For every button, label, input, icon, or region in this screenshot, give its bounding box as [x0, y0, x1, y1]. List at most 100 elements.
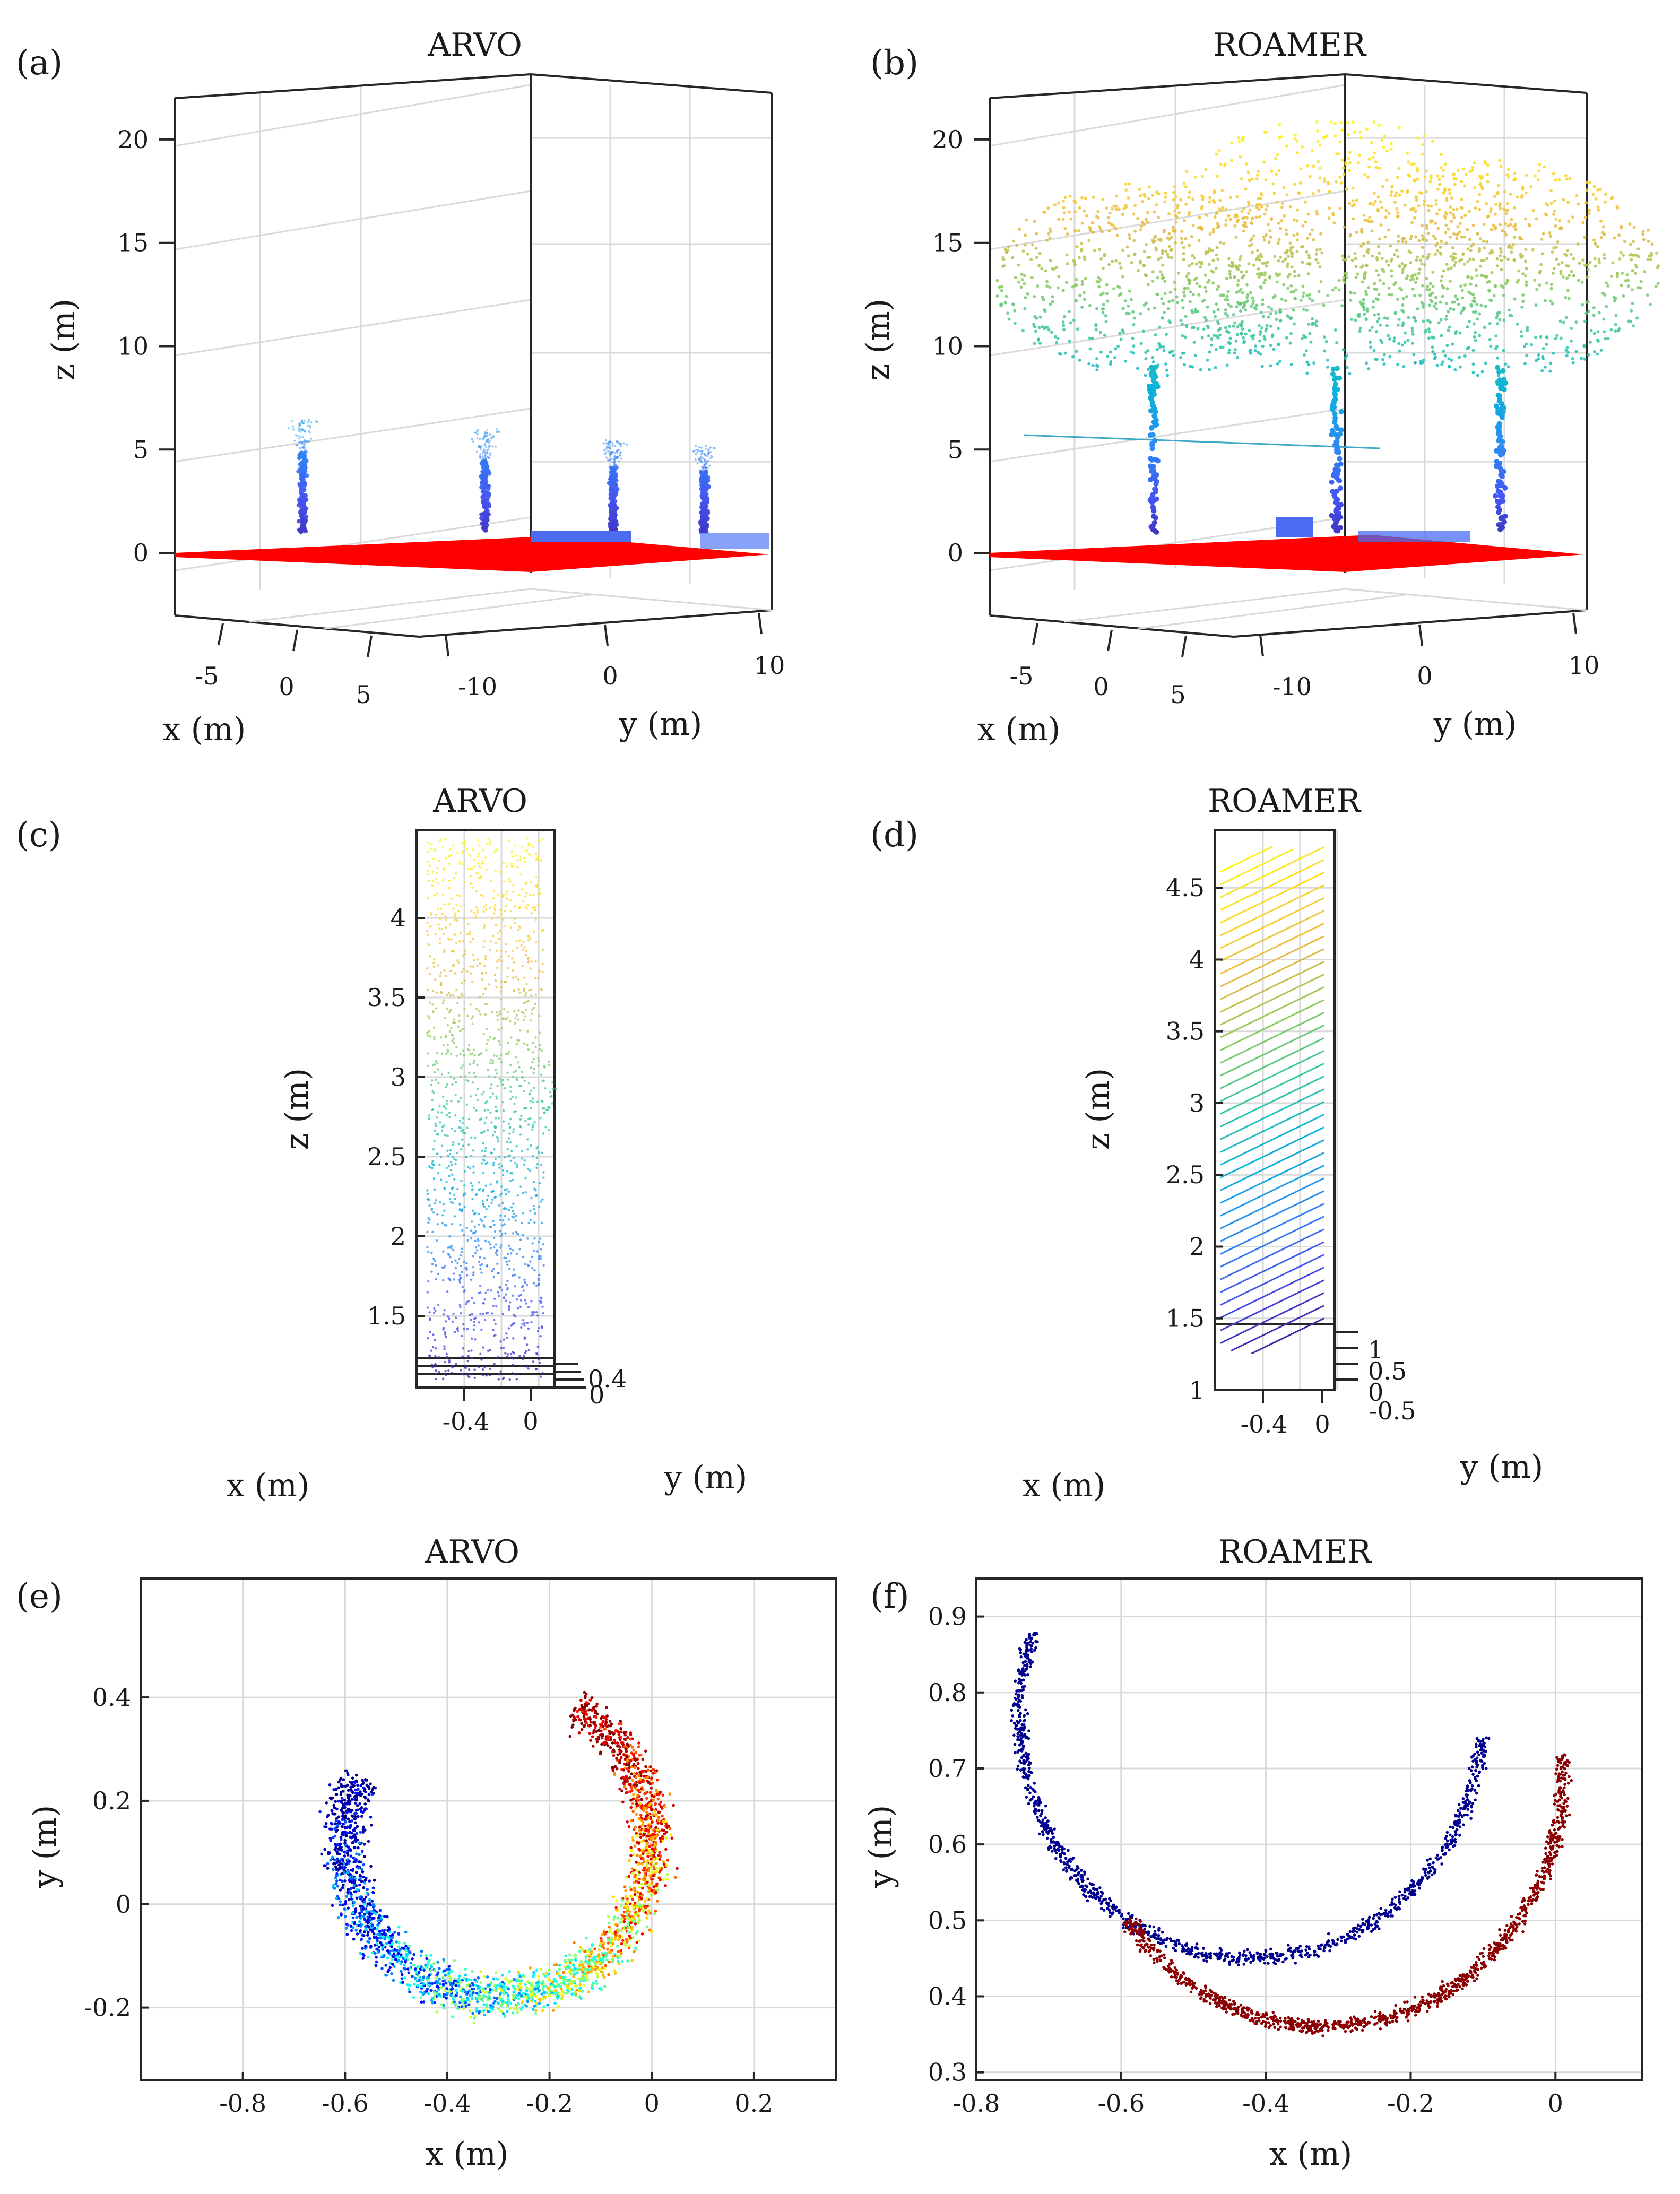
point [1449, 307, 1452, 310]
point [426, 988, 429, 991]
point [529, 967, 532, 970]
point [1453, 183, 1457, 186]
point [1322, 179, 1326, 183]
point [1582, 345, 1586, 349]
point [1225, 363, 1229, 367]
point [1437, 178, 1441, 181]
point [442, 1250, 445, 1253]
point [1524, 259, 1528, 263]
point [1401, 303, 1405, 307]
point [1144, 357, 1148, 361]
point [1130, 261, 1133, 264]
point [1389, 244, 1392, 248]
point [1219, 162, 1223, 166]
point [495, 1243, 497, 1246]
point [506, 1252, 509, 1255]
point [1263, 271, 1267, 275]
point [519, 873, 522, 876]
point [1236, 333, 1240, 336]
point [1353, 291, 1356, 295]
point [1655, 251, 1658, 255]
point [1045, 284, 1049, 288]
point [544, 1126, 547, 1129]
point [462, 940, 465, 942]
point [1302, 307, 1306, 311]
point [1485, 215, 1489, 219]
point [1072, 318, 1076, 322]
point [456, 1151, 458, 1155]
point [475, 890, 478, 892]
point [440, 927, 443, 931]
point [1423, 199, 1426, 203]
point [1209, 343, 1213, 347]
point [529, 937, 532, 940]
point [1375, 358, 1379, 361]
point [1236, 283, 1240, 287]
point [1208, 232, 1212, 236]
point [476, 958, 479, 961]
point [1299, 167, 1303, 171]
point [1162, 302, 1165, 306]
point [1118, 293, 1121, 297]
point [516, 1163, 519, 1166]
point [1276, 362, 1279, 366]
point [1265, 130, 1268, 134]
point [1323, 349, 1327, 353]
point [1167, 255, 1171, 259]
point [443, 969, 446, 972]
point [1184, 237, 1188, 240]
point [1269, 218, 1273, 221]
point [519, 1238, 522, 1241]
point [452, 877, 455, 879]
point [1421, 246, 1424, 249]
point [438, 1371, 440, 1374]
point [497, 1295, 500, 1297]
point [498, 1163, 501, 1166]
point [530, 1012, 533, 1015]
point [1592, 306, 1596, 310]
point [483, 1122, 486, 1125]
point [1240, 177, 1243, 181]
point [474, 1246, 478, 1249]
point [1362, 242, 1365, 246]
point [436, 866, 439, 870]
point [607, 445, 610, 448]
point [1041, 296, 1044, 299]
point [542, 1176, 545, 1179]
point [1104, 320, 1108, 324]
point [304, 529, 308, 534]
point [1260, 326, 1264, 330]
point [537, 858, 540, 861]
point [1061, 218, 1065, 221]
point [1424, 190, 1428, 194]
point [454, 1114, 457, 1117]
point [1261, 315, 1265, 318]
point [1452, 252, 1456, 255]
point [518, 939, 521, 942]
point [508, 1208, 510, 1211]
point [447, 1155, 449, 1157]
point [1533, 278, 1537, 282]
point [488, 949, 491, 951]
point [1484, 305, 1487, 308]
point [1434, 296, 1438, 299]
point [1428, 320, 1432, 324]
point [1237, 136, 1241, 140]
point [1309, 340, 1313, 344]
point [1286, 287, 1290, 290]
point [465, 1356, 467, 1359]
point [449, 1053, 453, 1056]
point [1449, 235, 1452, 239]
point [1381, 185, 1384, 188]
point [494, 979, 497, 982]
point [1062, 324, 1066, 327]
point [1279, 319, 1283, 323]
point [1073, 263, 1077, 266]
point [1452, 308, 1456, 311]
point [1354, 318, 1357, 322]
point [445, 1086, 448, 1088]
point [475, 1249, 479, 1252]
point [482, 438, 484, 440]
point [1428, 282, 1432, 285]
point [302, 429, 305, 431]
